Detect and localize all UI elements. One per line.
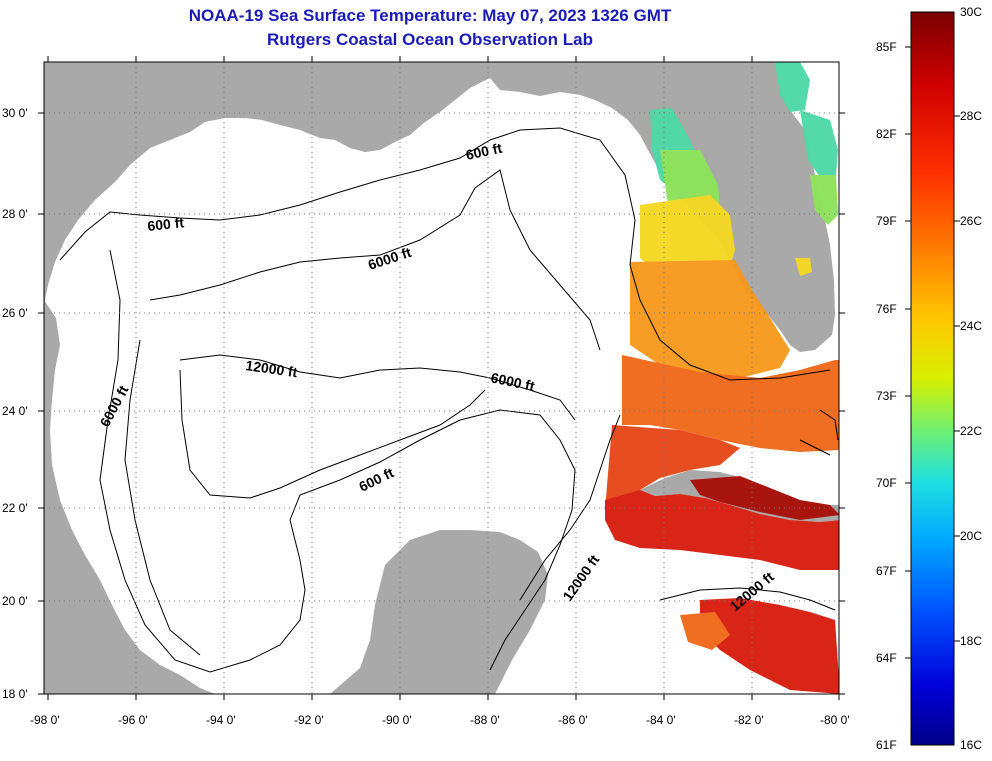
us-landmass	[44, 62, 839, 352]
lon-label: -94 0'	[206, 713, 236, 727]
colorbar-c-label: 16C	[960, 738, 982, 752]
map-title: NOAA-19 Sea Surface Temperature: May 07,…	[188, 6, 672, 25]
colorbar-f-label: 64F	[876, 651, 897, 665]
lon-label: -82 0'	[734, 713, 764, 727]
lon-label: -98 0'	[30, 713, 60, 727]
colorbar-c-label: 18C	[960, 634, 982, 648]
colorbar-f-label: 82F	[876, 127, 897, 141]
lon-label: -80 0'	[820, 713, 850, 727]
colorbar-f-label: 70F	[876, 476, 897, 490]
lon-label: -92 0'	[294, 713, 324, 727]
lon-label: -84 0'	[646, 713, 676, 727]
lon-label: -96 0'	[118, 713, 148, 727]
contour-label: 12000 ft	[245, 357, 299, 380]
plot-frame	[43, 61, 840, 695]
lat-label: 28 0'	[2, 207, 28, 221]
lon-label: -90 0'	[382, 713, 412, 727]
colorbar	[910, 11, 955, 746]
bathymetry-contours	[59, 127, 839, 673]
lat-label: 18 0'	[2, 687, 28, 701]
latitude-labels: 30 0' 28 0' 26 0' 24 0' 22 0' 20 0' 18 0…	[2, 106, 28, 701]
graticule	[44, 62, 839, 694]
colorbar-c-label: 20C	[960, 529, 982, 543]
colorbar-f-labels: 85F 82F 79F 76F 73F 70F 67F 64F 61F	[876, 40, 897, 752]
contour-label: 600 ft	[147, 214, 185, 234]
mexico-landmass	[44, 300, 215, 694]
longitude-labels: -98 0' -96 0' -94 0' -92 0' -90 0' -88 0…	[30, 713, 850, 727]
colorbar-c-label: 28C	[960, 109, 982, 123]
colorbar-f-label: 76F	[876, 302, 897, 316]
yucatan-landmass	[330, 530, 548, 694]
colorbar-c-label: 24C	[960, 319, 982, 333]
colorbar-f-label: 79F	[876, 214, 897, 228]
colorbar-c-label: 30C	[960, 5, 982, 19]
colorbar-c-label: 22C	[960, 424, 982, 438]
colorbar-c-labels: 30C 28C 26C 24C 22C 20C 18C 16C	[960, 5, 982, 752]
lat-label: 30 0'	[2, 106, 28, 120]
lat-label: 22 0'	[2, 501, 28, 515]
lon-label: -86 0'	[558, 713, 588, 727]
map-subtitle: Rutgers Coastal Ocean Observation Lab	[267, 30, 593, 49]
contour-label: 600 ft	[464, 140, 503, 163]
colorbar-c-label: 26C	[960, 214, 982, 228]
lon-label: -88 0'	[470, 713, 500, 727]
lat-label: 26 0'	[2, 306, 28, 320]
axis-ticks	[38, 56, 845, 700]
colorbar-f-label: 85F	[876, 40, 897, 54]
colorbar-f-label: 61F	[876, 738, 897, 752]
colorbar-ticks	[905, 46, 960, 659]
colorbar-f-label: 67F	[876, 564, 897, 578]
lat-label: 24 0'	[2, 404, 28, 418]
lat-label: 20 0'	[2, 594, 28, 608]
colorbar-f-label: 73F	[876, 389, 897, 403]
